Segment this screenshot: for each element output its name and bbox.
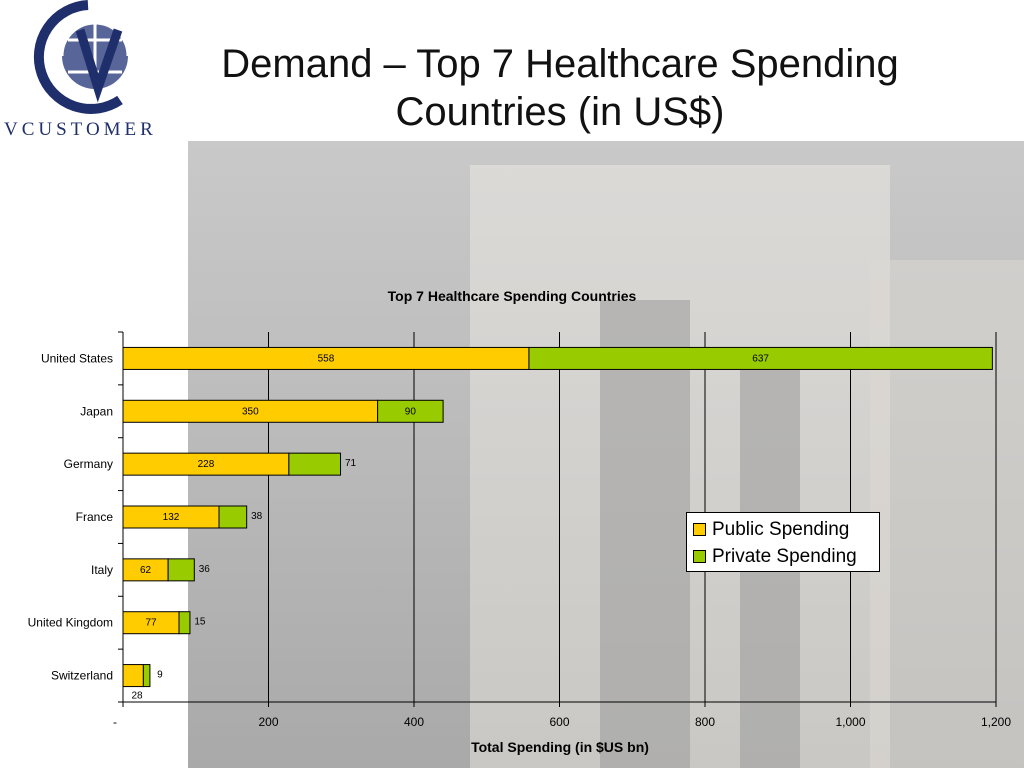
x-axis-label: Total Spending (in $US bn) (471, 739, 649, 755)
data-label: 350 (242, 406, 259, 417)
plot-area: - 200 400 600 800 1,000 1,200 United States 558 6… (28, 331, 1011, 729)
legend-label-public: Public Spending (712, 518, 850, 540)
y-tick-label: Italy (91, 563, 113, 577)
bar-private (377, 399, 444, 423)
y-tick-label: France (76, 510, 114, 524)
data-label: 9 (157, 670, 163, 681)
x-tick-label: 1,000 (835, 715, 865, 729)
bar-private (528, 346, 993, 370)
legend-item-public: Public Spending (693, 516, 873, 543)
bar-private (178, 611, 191, 635)
y-tick-label: Switzerland (51, 669, 113, 683)
data-label: 71 (345, 458, 357, 469)
background-window (600, 300, 690, 768)
slide-title: Demand – Top 7 Healthcare Spending Count… (221, 42, 899, 134)
logo-text: VCUSTOMER (4, 119, 157, 140)
bar-private (167, 558, 195, 582)
data-label: 90 (405, 406, 417, 417)
y-tick-label: Germany (64, 457, 113, 471)
x-tick-label: 1,200 (981, 715, 1011, 729)
legend-swatch-public (693, 523, 706, 536)
logo-graphic: VCUSTOMER (4, 0, 157, 140)
data-label: 36 (199, 564, 211, 575)
x-tick-label: 200 (258, 715, 278, 729)
data-label: 38 (251, 511, 263, 522)
bar-public (122, 664, 144, 688)
x-tick-label: 800 (695, 715, 715, 729)
data-label: 28 (131, 691, 143, 702)
legend-item-private: Private Spending (693, 543, 873, 570)
data-label: 62 (140, 565, 152, 576)
bar-private (288, 452, 342, 476)
x-tick-label: 600 (549, 715, 569, 729)
x-tick-label: - (113, 715, 117, 729)
data-label: 77 (145, 618, 157, 629)
vcustomer-logo: VCUSTOMER (0, 0, 190, 150)
data-label: 558 (318, 353, 335, 364)
x-tick-label: 400 (404, 715, 424, 729)
y-tick-label: United Kingdom (28, 616, 113, 630)
legend-label-private: Private Spending (712, 545, 857, 567)
chart-title: Top 7 Healthcare Spending Countries (388, 288, 637, 304)
bar-private (218, 505, 248, 529)
legend-swatch-private (693, 550, 706, 563)
data-label: 132 (163, 512, 180, 523)
chart-legend: Public Spending Private Spending (686, 512, 880, 572)
data-label: 637 (752, 353, 769, 364)
data-label: 228 (198, 459, 215, 470)
background-building-right (870, 260, 1024, 768)
data-label: 15 (194, 617, 206, 628)
bar-private (142, 664, 151, 688)
y-tick-label: United States (41, 351, 113, 365)
y-tick-label: Japan (80, 404, 113, 418)
